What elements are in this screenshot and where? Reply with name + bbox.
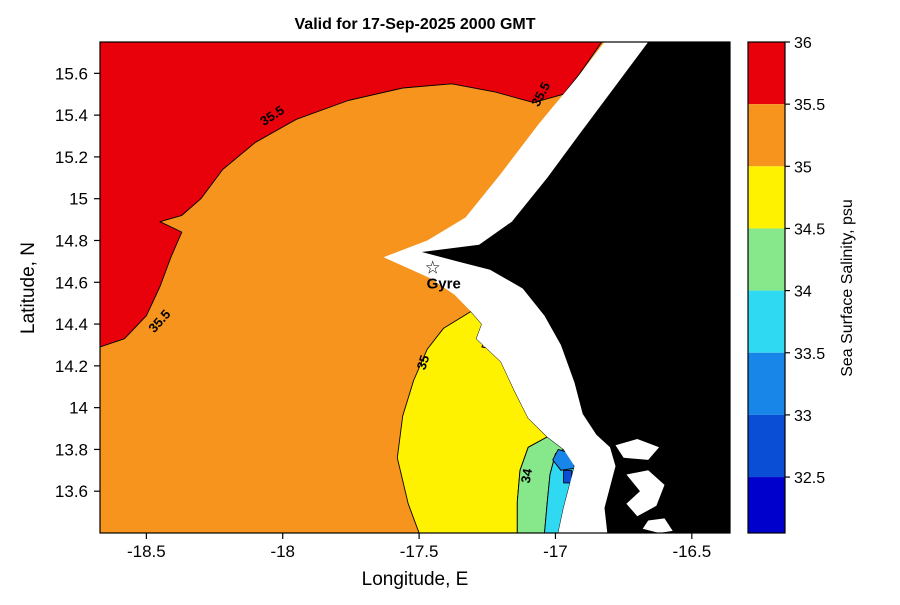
gyre-marker-label: Gyre xyxy=(427,276,461,293)
plot-title: Valid for 17-Sep-2025 2000 GMT xyxy=(295,16,536,33)
colorbar-band-33.5 xyxy=(748,290,785,353)
map-regions xyxy=(100,42,730,533)
colorbar-tick-label: 33 xyxy=(794,408,812,425)
colorbar-tick-label: 34 xyxy=(794,284,812,301)
y-tick-label: 14.6 xyxy=(55,273,88,292)
plot-border xyxy=(99,41,731,534)
x-tick-label: -18 xyxy=(270,542,295,561)
colorbar-band-33 xyxy=(748,352,785,415)
colorbar-label: Sea Surface Salinity, psu xyxy=(839,199,856,377)
colorbar-tick-label: 33.5 xyxy=(794,346,825,363)
x-axis-label: Longitude, E xyxy=(362,569,469,590)
colorbar-band-35.5 xyxy=(748,42,785,105)
x-tick-label: -16.5 xyxy=(672,542,711,561)
colorbar-tick-label: 34.5 xyxy=(794,221,825,238)
region-salinity-35p5-36 xyxy=(100,42,603,348)
contour-label-34: 34 xyxy=(518,467,535,485)
colorbar-border xyxy=(747,41,786,534)
colorbar-band-34 xyxy=(748,228,785,291)
region-estuary-white-3 xyxy=(642,518,673,533)
y-tick-label: 15 xyxy=(69,190,88,209)
y-tick-label: 14.8 xyxy=(55,231,88,250)
colorbar-band-34.5 xyxy=(748,166,785,229)
colorbar-tick-label: 32.5 xyxy=(794,470,825,487)
region-salinity-32p5-33 xyxy=(563,469,573,484)
y-tick-label: 14.4 xyxy=(55,315,88,334)
axes-ticks: -18.5 -18 -17.5 -17 -16.5 15.6 15.4 15.2 15 14.8 1… xyxy=(55,64,711,561)
colorbar-tick-label: 36 xyxy=(794,35,812,52)
y-tick-label: 13.8 xyxy=(55,440,88,459)
colorbar: 36 35.5 35 34.5 34 33.5 33 32.5 xyxy=(747,35,825,534)
y-tick-label: 14.2 xyxy=(55,357,88,376)
colorbar-tick-label: 35.5 xyxy=(794,97,825,114)
colorbar-band-32.05 xyxy=(748,477,785,533)
y-tick-label: 15.4 xyxy=(55,106,88,125)
colorbar-band-32.5 xyxy=(748,414,785,478)
region-land xyxy=(421,42,730,533)
gyre-star-icon: ☆ xyxy=(425,258,441,278)
region-estuary-white-2 xyxy=(626,470,665,517)
y-axis-label: Latitude, N xyxy=(18,242,39,334)
y-tick-label: 14 xyxy=(69,399,88,418)
y-tick-label: 15.6 xyxy=(55,64,88,83)
y-tick-label: 15.2 xyxy=(55,148,88,167)
x-tick-label: -17 xyxy=(543,542,568,561)
colorbar-tick-label: 35 xyxy=(794,159,812,176)
x-tick-label: -17.5 xyxy=(400,542,439,561)
colorbar-band-35 xyxy=(748,104,785,167)
region-estuary-white-1 xyxy=(615,439,660,460)
contour-label-35: 35 xyxy=(414,353,433,371)
y-tick-label: 13.6 xyxy=(55,482,88,501)
x-tick-label: -18.5 xyxy=(127,542,166,561)
